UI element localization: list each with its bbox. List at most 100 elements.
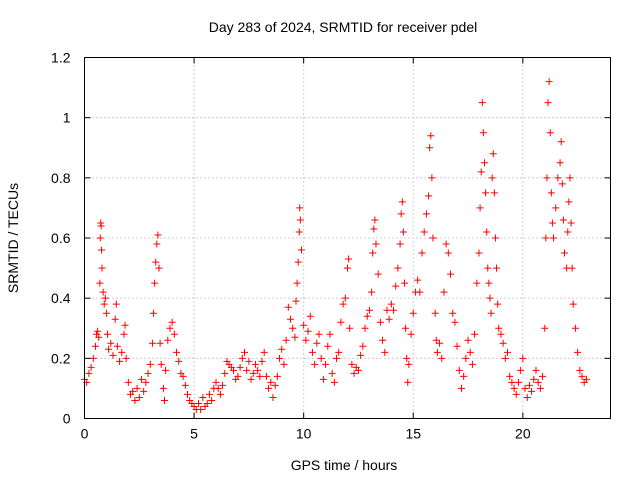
data-point	[330, 378, 338, 386]
y-tick-label: 0.8	[51, 170, 71, 186]
data-point	[405, 360, 413, 368]
data-point	[300, 321, 308, 329]
x-axis-title: GPS time / hours	[291, 457, 398, 473]
data-point	[273, 372, 281, 380]
data-point	[258, 357, 266, 365]
data-point	[344, 264, 351, 272]
data-point	[548, 219, 556, 227]
data-point	[566, 174, 574, 182]
data-point	[431, 309, 439, 317]
data-point	[541, 324, 549, 332]
data-point	[569, 300, 577, 308]
x-tick-label: 15	[405, 426, 421, 442]
data-point	[284, 303, 292, 311]
data-point	[197, 405, 205, 413]
y-axis-title: SRMTID / TECUs	[5, 183, 21, 293]
data-point	[296, 204, 304, 212]
data-point	[170, 330, 178, 338]
data-point	[491, 234, 499, 242]
data-point	[308, 348, 316, 356]
data-point	[118, 348, 126, 356]
data-point	[160, 396, 168, 404]
y-tick-label: 1	[63, 110, 71, 126]
data-point	[159, 384, 167, 392]
data-point	[168, 318, 176, 326]
x-tick-label: 5	[190, 426, 198, 442]
data-point	[140, 387, 148, 395]
data-point	[398, 198, 406, 206]
data-point	[91, 342, 99, 350]
data-point	[236, 363, 244, 371]
data-point	[376, 318, 384, 326]
x-tick-label: 20	[515, 426, 531, 442]
data-point	[477, 168, 485, 176]
data-point	[155, 264, 163, 272]
data-point	[475, 249, 483, 257]
data-point	[422, 210, 430, 218]
data-point	[154, 231, 162, 239]
data-point	[547, 189, 555, 197]
data-point	[390, 306, 398, 314]
data-point	[137, 375, 145, 383]
data-point	[394, 264, 402, 272]
data-point	[243, 366, 251, 374]
data-point	[479, 129, 487, 137]
data-point	[550, 234, 558, 242]
data-point	[203, 399, 211, 407]
data-point	[582, 375, 590, 383]
data-point	[346, 324, 354, 332]
data-point	[457, 384, 465, 392]
data-point	[199, 393, 207, 401]
data-point	[493, 264, 501, 272]
data-point	[487, 309, 495, 317]
data-point	[262, 372, 270, 380]
data-point	[148, 339, 156, 347]
data-point	[545, 78, 553, 86]
data-point	[221, 369, 229, 377]
data-point	[109, 351, 117, 359]
ticks-layer: 0 5 10 15 20 0 0.2 0.4 0.6 0.8 1 1.2	[51, 50, 611, 442]
data-point	[462, 354, 470, 362]
data-point	[296, 216, 304, 224]
data-point	[179, 372, 187, 380]
data-point	[387, 300, 395, 308]
data-point	[212, 378, 220, 386]
y-tick-label: 0.6	[51, 230, 71, 246]
data-point	[523, 393, 531, 401]
data-point	[337, 318, 345, 326]
data-point	[426, 144, 434, 152]
data-point	[173, 348, 181, 356]
data-point	[536, 384, 544, 392]
data-point	[120, 330, 128, 338]
data-point	[512, 390, 520, 398]
data-point	[510, 384, 518, 392]
data-point	[576, 366, 584, 374]
data-point	[552, 204, 560, 212]
data-point	[96, 279, 104, 287]
data-point	[234, 372, 242, 380]
data-point	[385, 315, 393, 323]
data-point	[328, 369, 336, 377]
data-point	[466, 348, 474, 356]
data-point	[418, 249, 426, 257]
data-point	[181, 381, 189, 389]
data-point	[121, 321, 129, 329]
data-point	[124, 378, 132, 386]
data-point	[534, 378, 542, 386]
data-point	[514, 378, 522, 386]
data-point	[400, 279, 408, 287]
data-point	[556, 159, 564, 167]
data-point	[436, 339, 444, 347]
data-point	[162, 366, 170, 374]
data-point	[501, 354, 509, 362]
data-point	[129, 387, 137, 395]
data-point	[304, 327, 312, 335]
points-layer	[81, 78, 590, 413]
data-point	[488, 174, 496, 182]
data-point	[544, 99, 552, 107]
data-point	[335, 348, 343, 356]
data-point	[348, 360, 356, 368]
data-point	[131, 396, 139, 404]
data-point	[104, 330, 112, 338]
data-point	[354, 366, 362, 374]
